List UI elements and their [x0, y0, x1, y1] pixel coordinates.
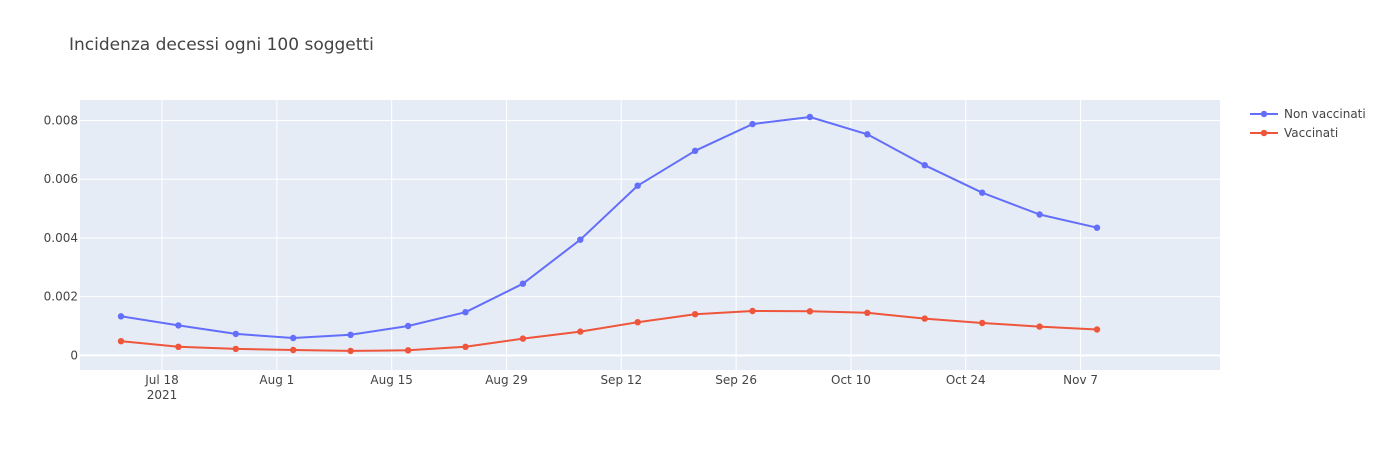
x-tick-label: Aug 29 — [485, 373, 528, 387]
legend-swatch-marker — [1260, 129, 1268, 137]
plot-area — [80, 100, 1220, 370]
data-point[interactable] — [175, 322, 182, 329]
x-tick-label: Jul 18 — [144, 373, 179, 387]
series-line — [120, 116, 1098, 339]
x-tick-label: Aug 1 — [259, 373, 294, 387]
series-layer — [117, 113, 1101, 355]
x-tick-label: Sep 26 — [715, 373, 757, 387]
data-point[interactable] — [634, 319, 641, 326]
grid-lines — [80, 100, 1220, 370]
data-point[interactable] — [347, 331, 354, 338]
legend-item[interactable]: Non vaccinati — [1250, 107, 1366, 121]
y-axis: 0 0.002 0.004 0.006 0.008 — [44, 114, 78, 363]
legend-label: Non vaccinati — [1284, 107, 1366, 121]
data-point[interactable] — [691, 311, 699, 318]
x-tick-label: Oct 24 — [946, 373, 986, 387]
legend-label: Vaccinati — [1284, 126, 1338, 140]
data-point[interactable] — [519, 335, 527, 342]
data-point[interactable] — [577, 236, 584, 243]
data-point[interactable] — [691, 147, 699, 154]
data-point[interactable] — [462, 309, 469, 316]
data-point[interactable] — [117, 313, 125, 320]
data-point[interactable] — [519, 280, 527, 287]
data-point[interactable] — [232, 330, 239, 338]
x-tick-sublabel: 2021 — [147, 388, 178, 402]
data-point[interactable] — [921, 315, 928, 322]
data-point[interactable] — [347, 347, 354, 355]
series-line — [120, 310, 1098, 352]
y-tick-label: 0.002 — [44, 290, 78, 304]
data-point[interactable] — [864, 309, 871, 316]
y-tick-label: 0 — [70, 348, 78, 362]
data-point[interactable] — [404, 347, 412, 354]
data-point[interactable] — [1036, 211, 1043, 218]
y-tick-label: 0.008 — [44, 114, 78, 128]
data-point[interactable] — [290, 346, 297, 354]
data-point[interactable] — [979, 189, 986, 196]
legend-item[interactable]: Vaccinati — [1250, 126, 1338, 140]
data-point[interactable] — [404, 322, 412, 330]
data-point[interactable] — [979, 319, 986, 327]
data-point[interactable] — [577, 328, 584, 335]
y-tick-label: 0.006 — [44, 172, 78, 186]
data-point[interactable] — [749, 307, 756, 315]
data-point[interactable] — [921, 162, 928, 169]
series-0 — [117, 113, 1101, 342]
x-tick-label: Nov 7 — [1063, 373, 1098, 387]
data-point[interactable] — [806, 113, 814, 121]
data-point[interactable] — [634, 182, 641, 189]
data-point[interactable] — [175, 343, 182, 350]
data-point[interactable] — [864, 131, 871, 138]
y-tick-label: 0.004 — [44, 231, 78, 245]
data-point[interactable] — [1093, 224, 1101, 231]
legend[interactable]: Non vaccinati Vaccinati — [1250, 107, 1366, 140]
data-point[interactable] — [232, 345, 239, 353]
data-point[interactable] — [462, 343, 469, 350]
chart-title: Incidenza decessi ogni 100 soggetti — [69, 35, 374, 55]
data-point[interactable] — [117, 338, 125, 345]
x-tick-label: Oct 10 — [831, 373, 871, 387]
x-tick-label: Sep 12 — [600, 373, 642, 387]
data-point[interactable] — [1036, 323, 1043, 330]
legend-swatch-marker — [1260, 110, 1268, 118]
data-point[interactable] — [1093, 326, 1101, 333]
series-1 — [117, 307, 1101, 355]
x-tick-label: Aug 15 — [370, 373, 413, 387]
data-point[interactable] — [290, 334, 297, 342]
data-point[interactable] — [806, 308, 814, 315]
data-point[interactable] — [749, 120, 756, 128]
